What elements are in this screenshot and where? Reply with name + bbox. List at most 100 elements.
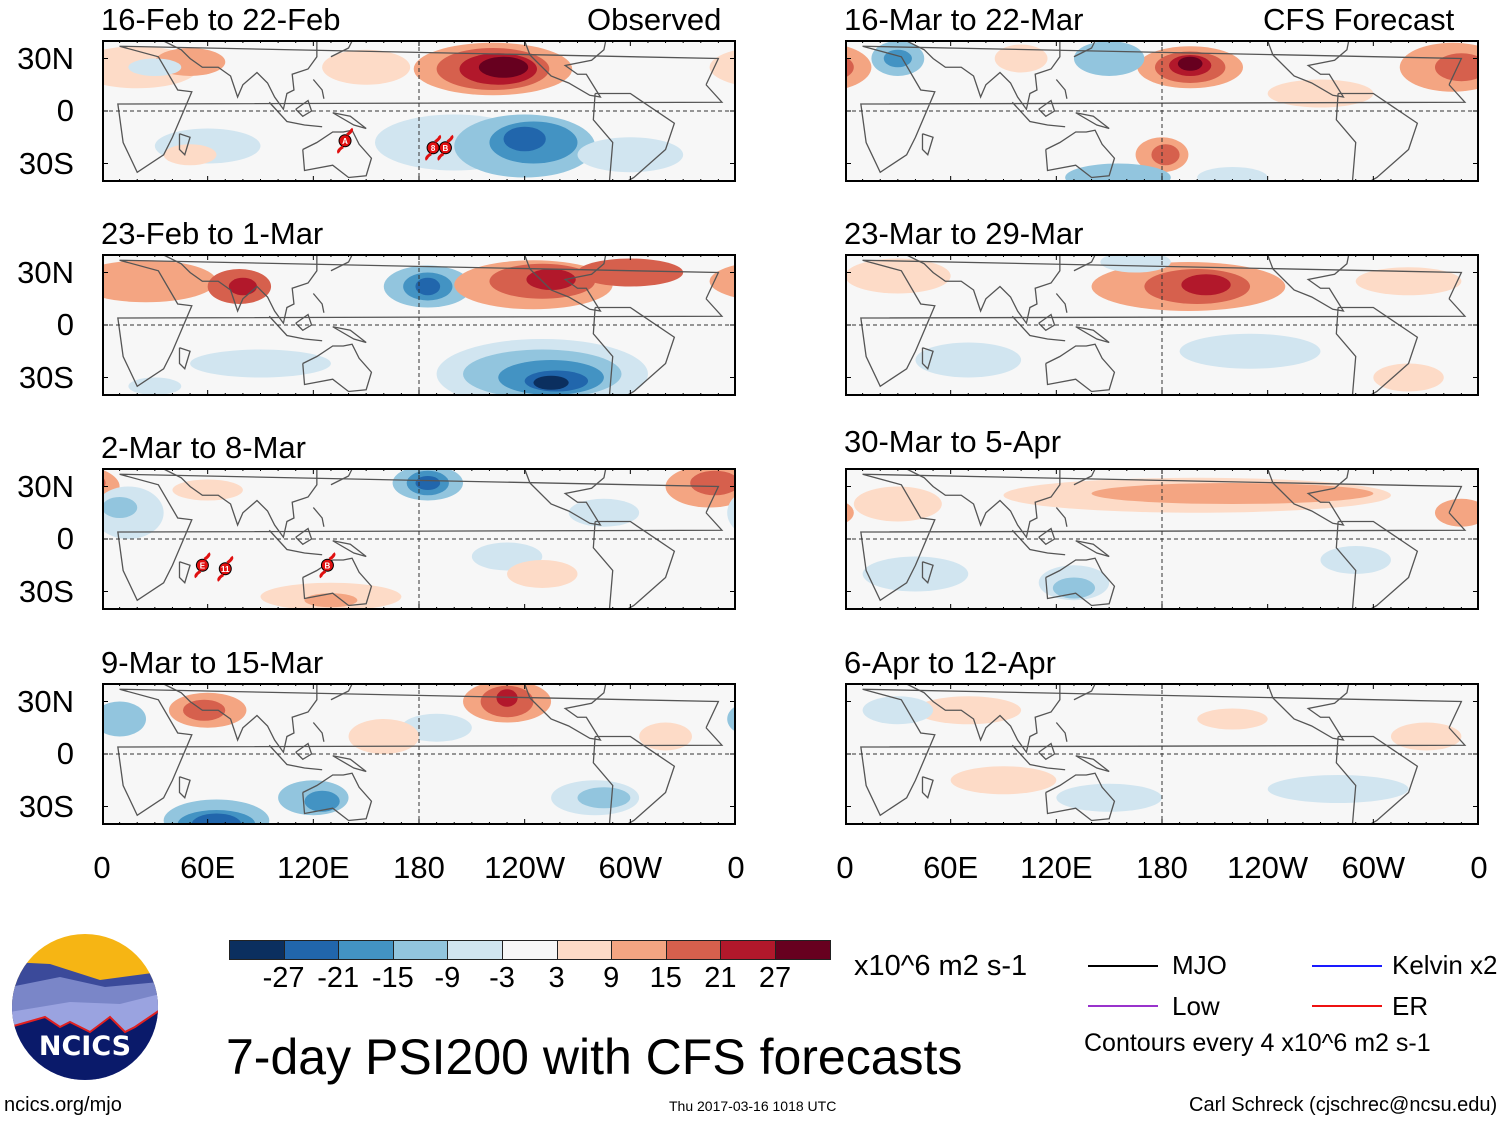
coastline: [1075, 112, 1110, 130]
colorbar-swatch: [447, 940, 503, 960]
y-tick-label: 30N: [17, 683, 74, 719]
coastline: [178, 133, 191, 156]
x-tick-label: 120W: [1227, 850, 1309, 885]
x-tick-label: 120W: [484, 850, 566, 885]
coastline: [1073, 254, 1096, 272]
colorbar-swatch: [665, 940, 722, 960]
coastline: [906, 683, 1061, 754]
coastline: [1073, 40, 1096, 58]
panel-frame: [102, 40, 736, 182]
legend-line-mjo: [1088, 965, 1158, 967]
legend-label-mjo: MJO: [1172, 950, 1227, 980]
panel-title: 30-Mar to 5-Apr: [844, 424, 1062, 459]
coastline: [921, 133, 934, 156]
colorbar-swatch: [502, 940, 558, 960]
coastline: [921, 347, 934, 370]
colorbar-swatch: [392, 940, 449, 960]
coastline: [1267, 683, 1350, 741]
anomaly-contour: [507, 560, 578, 588]
anomaly-contour: [1179, 333, 1321, 369]
panel-title: 16-Mar to 22-Mar: [844, 2, 1084, 37]
coastline: [524, 683, 607, 741]
colorbar-label: -15: [371, 962, 414, 994]
coastline: [268, 101, 323, 128]
map-panel-left-1: [102, 254, 736, 396]
contour-note: Contours every 4 x10^6 m2 s-1: [1084, 1029, 1431, 1057]
coastline: [906, 254, 1061, 325]
coastline: [268, 744, 323, 771]
anomaly-contour: [1197, 167, 1268, 182]
tropical-cyclone-icon: E: [194, 552, 211, 579]
colorbar-swatch: [338, 940, 394, 960]
anomaly-contour: [304, 593, 358, 608]
panel-frame: [845, 40, 1479, 182]
anomaly-contour: [727, 705, 736, 733]
anomaly-contour: [1151, 144, 1180, 166]
y-tick-label: 30S: [18, 573, 74, 609]
anomaly-contour: [950, 766, 1057, 795]
tropical-cyclone-icon: B: [437, 134, 454, 161]
coastline: [860, 259, 1467, 388]
anomaly-contour: [915, 342, 1022, 378]
coastline: [330, 683, 353, 701]
anomaly-contour: [845, 258, 951, 294]
map-panel-right-3: [845, 683, 1479, 825]
coastline: [860, 473, 1467, 602]
coastline: [332, 540, 367, 558]
coastline: [1011, 744, 1066, 771]
colorbar-swatch: [229, 940, 285, 960]
anomaly-contour: [577, 787, 631, 809]
colorbar-label: -21: [317, 962, 360, 994]
anomaly-contour: [128, 58, 182, 76]
anomaly-contour: [190, 349, 331, 378]
ncics-logo: NCICS: [12, 934, 158, 1080]
anomaly-contour: [1073, 41, 1145, 76]
storm-label: E: [200, 561, 206, 570]
coastline: [1055, 507, 1068, 527]
coastline: [302, 129, 373, 179]
anomaly-contour: [478, 56, 529, 78]
storm-label: B: [325, 561, 331, 570]
y-tick-label: 30S: [18, 145, 74, 181]
coastline: [1075, 755, 1110, 773]
legend-line-low: [1088, 1005, 1158, 1007]
tropical-cyclone-icon: B: [319, 552, 336, 579]
y-tick-label: 30S: [18, 359, 74, 395]
storm-label: B: [443, 144, 449, 153]
url-text[interactable]: ncics.org/mjo: [4, 1094, 122, 1116]
x-tick-label: 180: [1136, 850, 1188, 885]
coastline: [1073, 683, 1096, 701]
x-tick-label: 60W: [1341, 850, 1406, 885]
coastline: [332, 112, 367, 130]
panel-frame: [845, 468, 1479, 610]
anomaly-contour: [163, 144, 217, 166]
coastline: [117, 688, 724, 817]
coastline: [1045, 129, 1116, 179]
coastline: [860, 45, 1467, 174]
coastline: [163, 254, 318, 325]
anomaly-contour: [228, 277, 257, 296]
coastline: [1045, 557, 1116, 607]
coastline: [332, 755, 367, 773]
x-tick-label: 0: [836, 850, 854, 885]
legend-label-er: ER: [1392, 991, 1429, 1021]
coastline: [1011, 529, 1066, 556]
x-tick-label: 0: [93, 850, 111, 885]
credit: Carl Schreck (cjschrec@ncsu.edu): [1189, 1094, 1498, 1116]
anomaly-contour: [577, 137, 684, 173]
map-panel-right-0: [845, 40, 1479, 182]
anomaly-contour: [568, 498, 640, 527]
y-tick-label: 0: [56, 521, 74, 556]
storm-label: 8: [431, 144, 436, 153]
coastline: [295, 527, 313, 546]
coastline: [330, 254, 353, 272]
coastline: [524, 40, 607, 98]
panel-title: 23-Feb to 1-Mar: [101, 216, 324, 251]
colorbar-swatch: [611, 940, 667, 960]
colorbar-label: 21: [704, 962, 737, 994]
coastline: [330, 468, 353, 486]
anomaly-contour: [915, 696, 1022, 725]
coastline: [117, 259, 724, 388]
anomaly-contour: [845, 46, 872, 89]
coastline: [1038, 313, 1056, 332]
